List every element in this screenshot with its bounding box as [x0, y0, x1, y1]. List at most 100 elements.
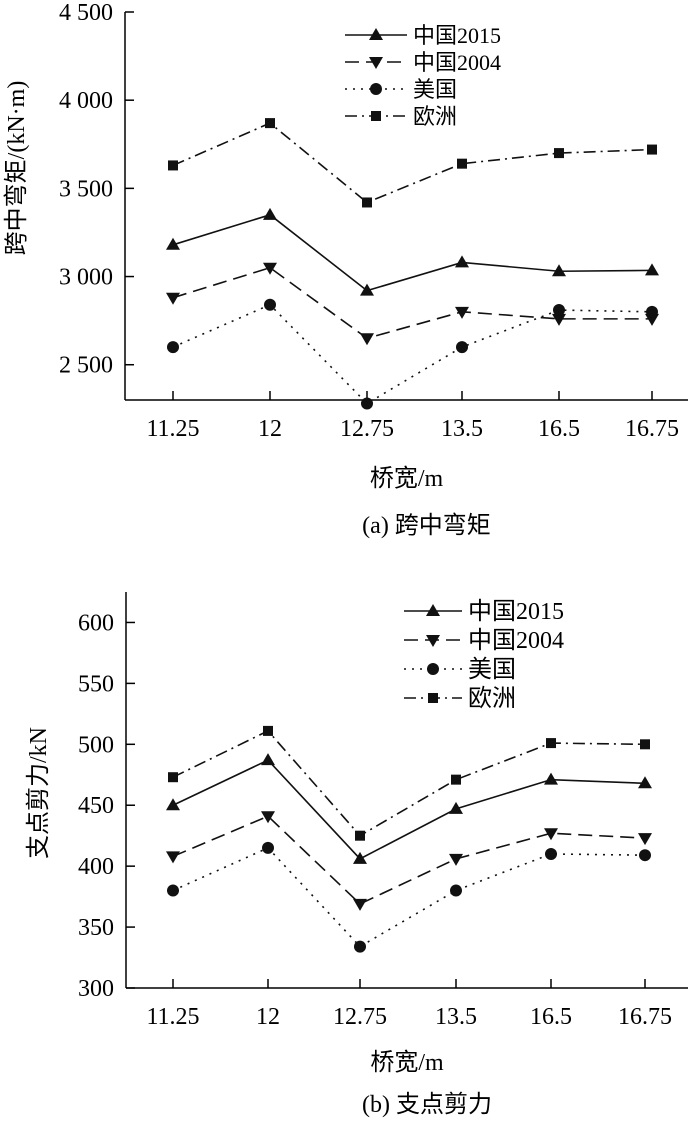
legend-marker	[369, 57, 383, 69]
chart-panel-b: 300 350 400 450 500 550 600 11.25 12 12.75 13.5 16.…	[25, 592, 688, 1118]
data-point	[166, 237, 180, 250]
x-tick-label: 13.5	[435, 1004, 477, 1030]
x-tick-label: 11.25	[146, 1004, 199, 1030]
data-point	[552, 264, 566, 277]
series-line-0	[172, 759, 646, 860]
legend-label: 中国2004	[468, 627, 564, 654]
legend-label: 中国2015	[468, 598, 564, 625]
data-point	[166, 798, 180, 811]
data-point	[645, 263, 659, 276]
data-point	[354, 940, 366, 953]
legend-marker	[371, 111, 381, 121]
data-point	[450, 884, 462, 897]
series-line-3	[172, 122, 653, 204]
data-point	[360, 283, 374, 296]
x-tick-label: 11.25	[146, 416, 199, 442]
y-tick-label: 600	[78, 610, 114, 636]
y-tick-label: 300	[78, 976, 114, 1002]
y-tick-label: 400	[78, 854, 114, 880]
y-tick-label: 450	[78, 793, 114, 819]
data-point	[361, 397, 373, 410]
series-line-3	[172, 729, 646, 837]
legend-label: 欧洲	[468, 685, 516, 712]
data-point	[546, 738, 556, 749]
y-tick-label: 3 000	[59, 265, 113, 291]
data-point	[355, 830, 365, 841]
data-point	[640, 739, 650, 750]
data-point	[647, 144, 657, 155]
x-tick-label: 12.75	[333, 1004, 387, 1030]
data-point	[168, 160, 178, 171]
x-tick-label: 16.75	[618, 1004, 672, 1030]
series-line-2	[172, 303, 653, 405]
x-tick-label: 16.5	[538, 416, 580, 442]
series-line-1	[172, 815, 646, 905]
data-point	[261, 811, 275, 824]
y-tick-label: 3 500	[59, 176, 113, 202]
legend-marker	[426, 604, 440, 616]
legend-label: 美国	[468, 656, 516, 683]
x-tick-label: 16.5	[530, 1004, 572, 1030]
y-tick-label: 4 000	[59, 88, 113, 114]
x-tick-label: 12.75	[340, 416, 394, 442]
data-point	[265, 118, 275, 129]
y-tick-label: 550	[78, 671, 114, 697]
legend-marker	[426, 635, 440, 647]
series-line-2	[172, 846, 646, 948]
data-point	[645, 313, 659, 326]
data-point	[449, 853, 463, 866]
data-point	[457, 158, 467, 169]
data-point	[166, 851, 180, 864]
data-point	[168, 772, 178, 783]
legend-label: 美国	[413, 77, 457, 102]
data-point	[353, 851, 367, 864]
data-point	[544, 828, 558, 841]
y-tick-label: 350	[78, 915, 114, 941]
y-axis-title: 支点剪力/kN	[25, 727, 52, 859]
legend-marker	[428, 693, 438, 703]
x-tick-label: 13.5	[441, 416, 483, 442]
data-point	[552, 313, 566, 326]
y-tick-label: 4 500	[59, 0, 113, 26]
data-point	[264, 298, 276, 311]
x-tick-label: 12	[256, 1004, 280, 1030]
data-point	[638, 776, 652, 789]
data-point	[554, 148, 564, 159]
data-point	[455, 306, 469, 319]
data-point	[263, 725, 273, 736]
legend-label: 中国2004	[413, 50, 501, 75]
x-tick-label: 16.75	[625, 416, 679, 442]
data-point	[451, 774, 461, 785]
data-point	[362, 197, 372, 208]
legend-marker	[427, 663, 439, 675]
data-point	[544, 772, 558, 785]
data-point	[553, 304, 565, 317]
legend-label: 欧洲	[413, 104, 457, 129]
series-line-1	[172, 266, 652, 340]
data-point	[261, 753, 275, 766]
legend-marker	[369, 28, 383, 40]
x-tick-label: 12	[258, 416, 282, 442]
chart-panel-a: 2 500 3 000 3 500 4 000 4 500 11.25 12 12.75 13.…	[3, 0, 688, 539]
data-point	[167, 884, 179, 897]
x-axis-title: 桥宽/m	[370, 1049, 444, 1076]
data-point	[360, 333, 374, 346]
data-point	[263, 262, 277, 275]
data-point	[638, 833, 652, 846]
legend-label: 中国2015	[413, 23, 501, 48]
data-point	[455, 255, 469, 268]
data-point	[167, 341, 179, 354]
data-point	[639, 849, 651, 862]
legend-marker	[370, 83, 382, 95]
chart-caption: (a) 跨中弯矩	[362, 512, 491, 539]
y-tick-label: 2 500	[59, 353, 113, 379]
data-point	[262, 841, 274, 854]
data-point	[166, 292, 180, 305]
series-line-0	[172, 213, 653, 292]
x-axis-title: 桥宽/m	[370, 465, 444, 492]
y-tick-label: 500	[78, 732, 114, 758]
data-point	[646, 305, 658, 318]
data-point	[353, 898, 367, 911]
chart-caption: (b) 支点剪力	[362, 1091, 492, 1118]
